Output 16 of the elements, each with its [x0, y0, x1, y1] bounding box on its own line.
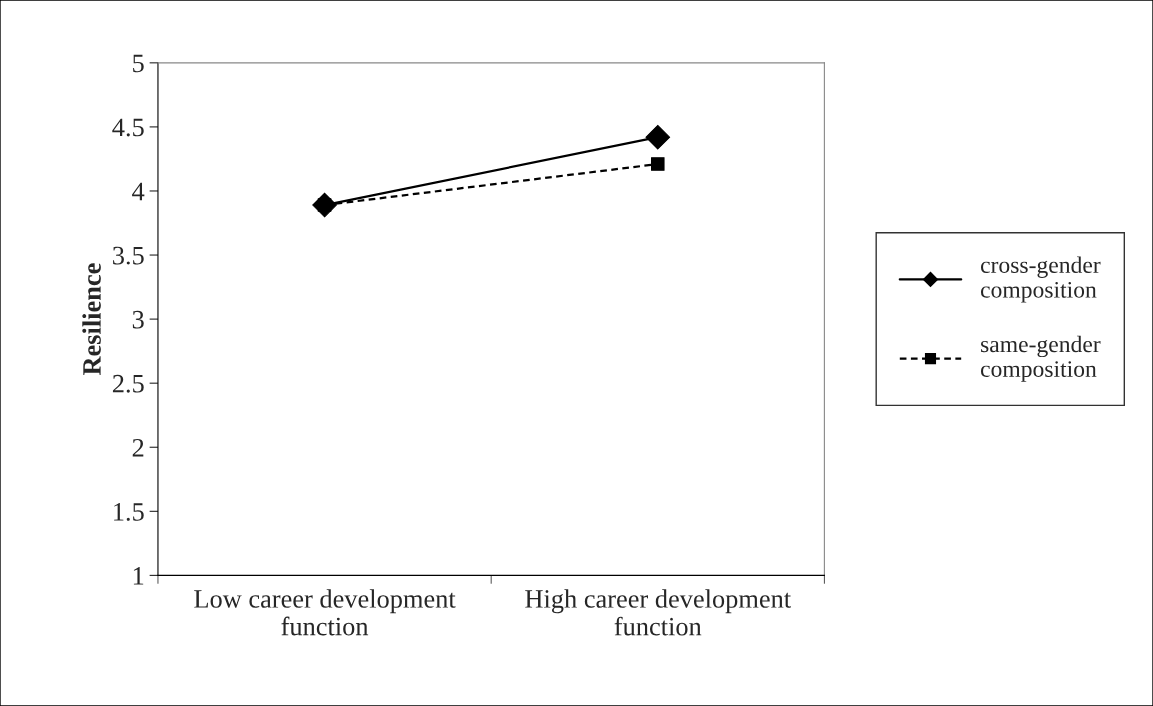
y-tick-label: 1 — [133, 567, 144, 585]
y-tick-label: 4.5 — [112, 118, 144, 137]
y-tick-label: 1.5 — [114, 503, 144, 521]
y-tick-label: 2 — [132, 438, 144, 457]
x-tick-label: High career development function — [525, 589, 791, 636]
y-tick-label: 2.5 — [112, 374, 144, 393]
x-tick-label: Low career development function — [194, 589, 456, 636]
y-axis-title: Resilience — [82, 263, 101, 376]
y-tick-label: 5 — [133, 54, 144, 73]
point — [645, 124, 671, 150]
y-tick-label: 3 — [132, 310, 144, 329]
legend-label: same-gender composition — [980, 335, 1101, 382]
y-tick-label: 3.5 — [113, 246, 144, 265]
y-tick-label: 4 — [132, 182, 145, 201]
legend-label: cross-gender composition — [980, 256, 1101, 303]
point — [651, 157, 665, 171]
